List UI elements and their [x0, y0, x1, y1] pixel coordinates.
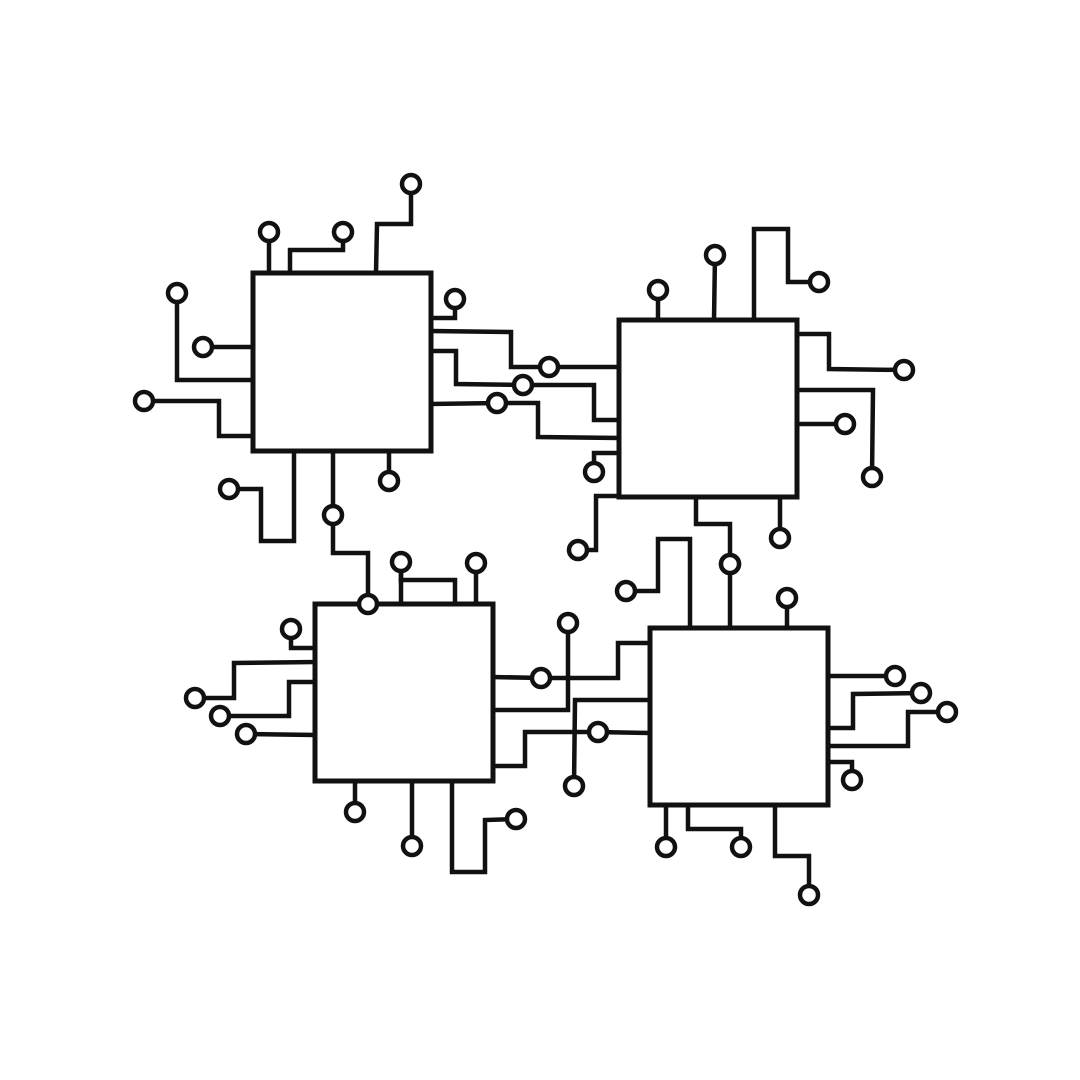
connector-pad-icon — [833, 412, 857, 436]
circuit-trace — [490, 729, 601, 769]
connector-pad-icon — [208, 704, 232, 728]
connector-pad-icon — [511, 373, 535, 397]
circuit-trace — [428, 348, 526, 388]
connector-pad-icon — [279, 617, 303, 641]
connector-pad-icon — [356, 592, 380, 616]
connector-pad-icon — [883, 664, 907, 688]
connector-pad-icon — [807, 270, 831, 294]
connector-pad-icon — [797, 883, 821, 907]
connector-pad-icon — [399, 172, 423, 196]
connector-pad-icon — [389, 550, 413, 574]
connector-pad-icon — [556, 611, 580, 635]
circuit-trace — [243, 731, 318, 738]
circuit-trace — [449, 778, 519, 875]
chip-top-left — [250, 270, 434, 454]
connector-pad-icon — [234, 722, 258, 746]
connector-pad-icon — [443, 287, 467, 311]
connector-pad-icon — [504, 807, 528, 831]
connector-pad-icon — [400, 834, 424, 858]
circuit-trace — [538, 640, 653, 681]
circuit-trace — [217, 679, 318, 719]
connector-pad-icon — [191, 335, 215, 359]
connector-pad-icon — [464, 551, 488, 575]
circuit-trace — [398, 577, 458, 607]
connector-pad-icon — [217, 477, 241, 501]
connector-pad-icon — [537, 355, 561, 379]
connector-pad-icon — [775, 586, 799, 610]
chip-bottom-left — [312, 601, 496, 784]
connector-pad-icon — [377, 469, 401, 493]
connector-pad-icon — [768, 526, 792, 550]
connector-pad-icon — [321, 503, 345, 527]
connector-pad-icon — [718, 552, 742, 576]
connector-pad-icon — [343, 800, 367, 824]
connector-pad-icon — [586, 720, 610, 744]
connector-pad-icon — [860, 465, 884, 489]
circuit-trace — [192, 659, 318, 701]
circuit-trace — [490, 620, 571, 713]
circuit-trace — [825, 709, 950, 749]
circuit-trace — [330, 512, 371, 607]
circuit-trace — [174, 290, 256, 383]
circuit-trace — [772, 802, 812, 898]
circuit-trace — [794, 331, 907, 373]
connector-pad-icon — [892, 358, 916, 382]
circuit-trace — [693, 494, 733, 567]
chip-top-right — [616, 317, 800, 500]
circuit-trace — [825, 690, 924, 731]
connector-pad-icon — [654, 835, 678, 859]
connector-pad-icon — [614, 579, 638, 603]
connector-pad-icon — [935, 700, 959, 724]
circuit-trace — [794, 387, 876, 480]
connector-pad-icon — [257, 220, 281, 244]
connector-pad-icon — [529, 666, 553, 690]
connector-pad-icon — [331, 220, 355, 244]
connector-pad-icon — [582, 460, 606, 484]
connector-pad-icon — [646, 278, 670, 302]
circuit-trace — [623, 536, 693, 631]
connector-pad-icon — [703, 243, 727, 267]
connector-pad-icon — [132, 389, 156, 413]
circuit-trace — [494, 400, 622, 441]
connector-pad-icon — [485, 391, 509, 415]
connector-pad-icon — [183, 686, 207, 710]
circuit-trace — [520, 382, 622, 423]
circuit-trace — [571, 697, 653, 789]
circuit-trace — [226, 448, 297, 544]
chip-bottom-right — [647, 625, 831, 808]
connector-pad-icon — [909, 681, 933, 705]
connector-pad-icon — [729, 835, 753, 859]
circuit-trace — [373, 181, 414, 276]
connector-pad-icon — [165, 281, 189, 305]
circuit-trace — [751, 226, 822, 323]
connector-pad-icon — [562, 774, 586, 798]
connector-pad-icon — [840, 768, 864, 792]
connector-pad-icon — [566, 538, 590, 562]
circuit-trace — [141, 398, 256, 439]
circuit-trace — [428, 328, 552, 370]
